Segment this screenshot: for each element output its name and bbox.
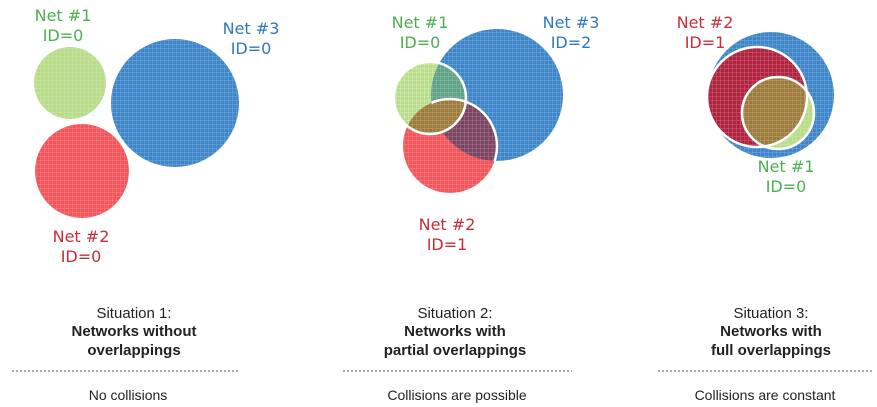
s2-net2-name: Net #2 [419,215,476,234]
s1-caption-bold-2: overlappings [87,342,180,359]
s1-net2-circle [35,124,129,218]
situation-1: Net #1 ID=0 Net #3 ID=0 Net #2 ID=0 Situ… [12,6,279,403]
s3-net1-id: ID=0 [766,177,807,196]
s1-caption-title: Situation 1: [96,305,171,322]
s2-net1-outline [392,60,468,136]
s3-caption-note: Collisions are constant [695,387,836,403]
s2-net2-outline [431,97,499,161]
s3-net2-id: ID=1 [685,33,726,52]
s2-caption-bold-1: Networks with [404,323,506,340]
s2-caption-bold-2: partial overlappings [384,342,527,359]
situation-2: Net #1 ID=0 Net #3 ID=2 Net #2 ID=1 Situ… [343,13,599,403]
s3-net2-outline [705,45,809,149]
s2-caption-title: Situation 2: [417,305,492,322]
s3-net1-outline [740,75,816,151]
s2-net2-id: ID=1 [427,235,468,254]
s3-caption-bold-2: full overlappings [711,342,831,359]
s2-net3-name: Net #3 [543,13,600,32]
situation-3: Net #2 ID=1 Net #1 ID=0 Situation 3: Net… [658,13,872,403]
s1-net3-id: ID=0 [231,39,272,58]
s2-net3-id: ID=2 [551,33,592,52]
s1-net2-name: Net #2 [53,227,110,246]
s2-net1-name: Net #1 [392,13,449,32]
s3-net1-name: Net #1 [758,157,815,176]
s1-caption-bold-1: Networks without [71,323,196,340]
s3-caption-title: Situation 3: [733,305,808,322]
s1-net3-circle [111,39,239,167]
s1-net1-id: ID=0 [43,26,84,45]
s2-caption-note: Collisions are possible [387,387,527,403]
s1-net2-id: ID=0 [61,247,102,266]
s2-net1-id: ID=0 [400,33,441,52]
s3-caption-bold-1: Networks with [720,323,822,340]
s1-net1-circle [34,47,106,119]
s3-net2-name: Net #2 [677,13,734,32]
s1-net3-name: Net #3 [223,19,280,38]
s1-net1-name: Net #1 [35,6,92,25]
s1-caption-note: No collisions [89,387,168,403]
s3-net1-net2-overlap [742,77,814,149]
